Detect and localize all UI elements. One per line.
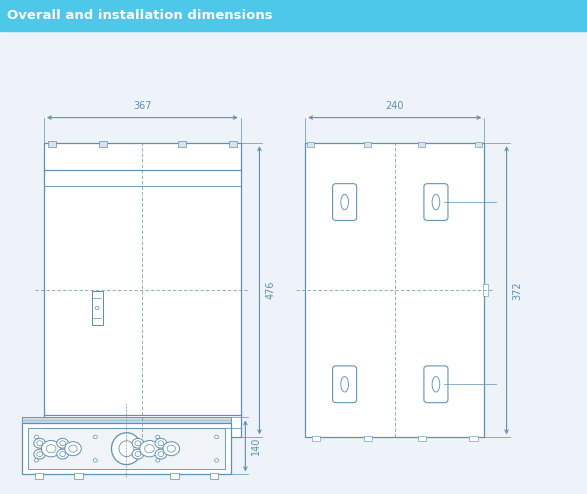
Bar: [44, 143, 241, 437]
Circle shape: [163, 442, 180, 455]
Text: 140: 140: [251, 437, 261, 455]
Circle shape: [42, 441, 61, 457]
FancyBboxPatch shape: [424, 366, 448, 403]
Bar: [483, 284, 488, 296]
Circle shape: [132, 449, 144, 459]
Bar: [229, 141, 237, 147]
Circle shape: [158, 452, 164, 456]
Circle shape: [135, 441, 141, 446]
Text: 367: 367: [133, 101, 151, 111]
FancyBboxPatch shape: [333, 184, 357, 220]
FancyBboxPatch shape: [424, 184, 448, 220]
Circle shape: [155, 438, 167, 448]
Bar: [28, 428, 225, 469]
Circle shape: [34, 449, 45, 459]
Bar: [167, 436, 177, 441]
Circle shape: [167, 445, 176, 452]
Bar: [48, 141, 56, 147]
Bar: [22, 417, 231, 423]
Circle shape: [93, 458, 97, 462]
Bar: [305, 143, 484, 437]
Circle shape: [37, 441, 42, 446]
Bar: [99, 141, 107, 147]
Bar: [365, 142, 372, 147]
Circle shape: [156, 458, 160, 462]
Circle shape: [34, 438, 45, 448]
Bar: [35, 473, 43, 479]
Circle shape: [34, 435, 38, 439]
Bar: [108, 436, 117, 441]
Bar: [22, 423, 231, 474]
Circle shape: [65, 442, 81, 455]
Circle shape: [132, 438, 144, 448]
Ellipse shape: [432, 376, 440, 392]
Bar: [210, 473, 218, 479]
Ellipse shape: [432, 194, 440, 210]
Circle shape: [144, 445, 154, 453]
Bar: [475, 142, 483, 147]
Bar: [470, 436, 478, 441]
Bar: [170, 473, 178, 479]
Bar: [75, 473, 83, 479]
Bar: [417, 436, 426, 441]
Bar: [418, 142, 425, 147]
Circle shape: [34, 458, 38, 462]
Bar: [307, 142, 314, 147]
Circle shape: [57, 438, 68, 448]
Bar: [63, 436, 72, 441]
Circle shape: [57, 449, 68, 459]
Circle shape: [46, 445, 56, 453]
Circle shape: [140, 441, 159, 457]
Circle shape: [93, 435, 97, 439]
Bar: [364, 436, 372, 441]
FancyBboxPatch shape: [333, 366, 357, 403]
Bar: [0, 0, 587, 31]
Text: 240: 240: [386, 101, 404, 111]
Bar: [92, 291, 103, 325]
Circle shape: [214, 435, 218, 439]
Circle shape: [69, 445, 77, 452]
Bar: [212, 436, 222, 441]
Circle shape: [158, 441, 164, 446]
Circle shape: [155, 449, 167, 459]
Circle shape: [60, 441, 66, 446]
Text: Overall and installation dimensions: Overall and installation dimensions: [7, 9, 273, 22]
Text: 476: 476: [265, 281, 275, 299]
Bar: [177, 141, 185, 147]
Circle shape: [60, 452, 66, 456]
Ellipse shape: [341, 194, 349, 210]
Ellipse shape: [341, 376, 349, 392]
Circle shape: [135, 452, 141, 456]
Bar: [312, 436, 320, 441]
Text: 372: 372: [512, 281, 522, 299]
Ellipse shape: [112, 433, 141, 465]
Ellipse shape: [119, 441, 134, 456]
Circle shape: [95, 306, 99, 310]
Circle shape: [37, 452, 42, 456]
Circle shape: [214, 458, 218, 462]
Circle shape: [156, 435, 160, 439]
